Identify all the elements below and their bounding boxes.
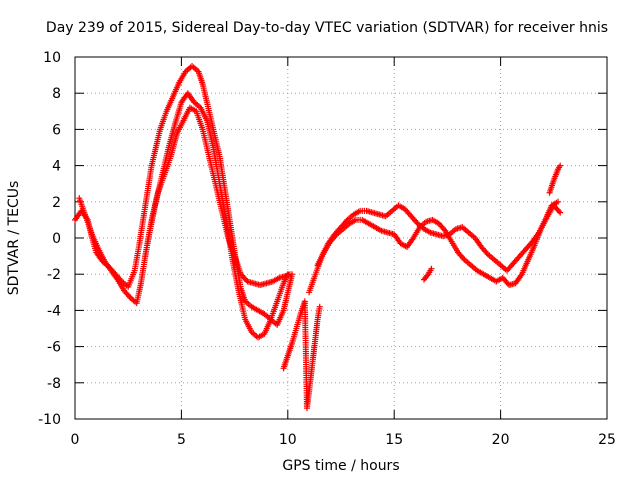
y-tick-label: -4 <box>47 303 61 319</box>
y-tick-label: 4 <box>52 159 61 175</box>
data-point <box>555 198 562 205</box>
data-point <box>557 209 564 216</box>
x-tick-label: 20 <box>492 432 510 448</box>
y-tick-label: -2 <box>47 267 61 283</box>
series-track-f <box>314 202 564 289</box>
y-tick-label: 10 <box>43 50 61 66</box>
data-point <box>557 162 564 169</box>
series-track-c <box>142 104 293 289</box>
x-tick-label: 5 <box>177 432 186 448</box>
chart-title: Day 239 of 2015, Sidereal Day-to-day VTE… <box>46 20 608 36</box>
x-axis-label: GPS time / hours <box>282 458 399 474</box>
y-tick-label: 0 <box>52 231 61 247</box>
y-tick-label: 8 <box>52 86 61 102</box>
series-track-e <box>306 198 562 296</box>
data-point <box>316 303 323 310</box>
series-track-g <box>420 162 564 283</box>
series-track-b <box>76 90 291 341</box>
data-points <box>72 63 564 412</box>
y-tick-label: 6 <box>52 122 61 138</box>
x-tick-labels: 0 5 10 15 20 25 <box>71 432 616 448</box>
data-point <box>428 265 435 272</box>
y-tick-label: -10 <box>38 412 61 428</box>
axis-ticks <box>74 56 608 420</box>
x-tick-label: 15 <box>385 432 403 448</box>
y-tick-label: -6 <box>47 340 61 356</box>
y-tick-label: 2 <box>52 195 61 211</box>
data-point <box>286 271 293 278</box>
y-axis-label: SDTVAR / TECUs <box>6 181 22 296</box>
data-point <box>424 272 431 279</box>
x-tick-label: 10 <box>279 432 297 448</box>
series-track-d <box>280 298 323 412</box>
grid-lines <box>75 57 607 419</box>
x-tick-label: 25 <box>598 432 616 448</box>
x-tick-label: 0 <box>71 432 80 448</box>
y-tick-label: -8 <box>47 376 61 392</box>
y-tick-labels: -10 -8 -6 -4 -2 0 2 4 6 8 10 <box>38 50 61 428</box>
